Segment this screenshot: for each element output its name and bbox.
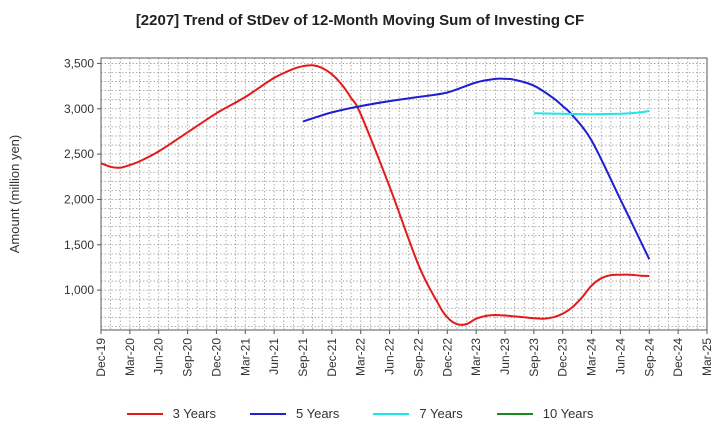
x-tick-label: Dec-20 <box>209 338 223 377</box>
x-tick-label: Sep-21 <box>296 338 310 377</box>
y-tick-label: 3,500 <box>64 56 94 70</box>
x-tick-label: Mar-22 <box>354 338 368 376</box>
legend-label: 3 Years <box>172 406 216 421</box>
x-tick-label: Sep-22 <box>411 338 425 377</box>
series-line-3-years <box>100 64 650 326</box>
legend-label: 10 Years <box>542 406 594 421</box>
x-tick-label: Sep-20 <box>181 338 195 377</box>
y-tick-label: 2,000 <box>64 192 94 206</box>
legend-swatch <box>250 412 286 415</box>
plot-frame <box>100 57 708 331</box>
legend-item-5-years: 5 Years <box>250 406 339 421</box>
x-tick-label: Dec-19 <box>94 338 108 377</box>
x-tick-label: Mar-25 <box>700 338 714 376</box>
chart-legend: 3 Years 5 Years 7 Years 10 Years <box>0 406 720 421</box>
x-tick-label: Mar-23 <box>469 338 483 376</box>
x-tick-label: Mar-24 <box>585 338 599 376</box>
legend-item-10-years: 10 Years <box>496 406 594 421</box>
x-tick-label: Mar-20 <box>123 338 137 376</box>
x-tick-label: Dec-23 <box>556 338 570 377</box>
x-tick-label: Jun-22 <box>383 338 397 375</box>
legend-item-7-years: 7 Years <box>373 406 463 421</box>
x-tick-label: Jun-24 <box>613 338 627 375</box>
legend-swatch <box>496 412 533 415</box>
legend-label: 5 Years <box>296 406 340 421</box>
chart-title: [2207] Trend of StDev of 12-Month Moving… <box>135 12 585 29</box>
x-tick-label: Dec-24 <box>671 338 685 377</box>
y-tick-label: 2,500 <box>64 147 94 161</box>
x-tick-label: Sep-24 <box>642 338 656 377</box>
legend-item-3-years: 3 Years <box>126 406 216 421</box>
y-tick-label: 1,500 <box>64 238 94 252</box>
x-tick-label: Dec-22 <box>440 338 454 377</box>
x-tick-label: Jun-23 <box>498 338 512 375</box>
y-tick-label: 3,000 <box>64 102 94 116</box>
x-tick-label: Sep-23 <box>527 338 541 377</box>
series-line-7-years <box>533 110 650 116</box>
legend-swatch <box>373 412 410 415</box>
y-tick-label: 1,000 <box>64 283 94 297</box>
x-tick-label: Dec-21 <box>325 338 339 377</box>
x-tick-label: Jun-20 <box>152 338 166 375</box>
legend-label: 7 Years <box>419 406 463 421</box>
legend-swatch <box>126 412 163 415</box>
y-axis-label: Amount (million yen) <box>7 135 22 254</box>
x-tick-label: Mar-21 <box>238 338 252 376</box>
x-tick-label: Jun-21 <box>267 338 281 375</box>
series-line-5-years <box>302 77 651 260</box>
